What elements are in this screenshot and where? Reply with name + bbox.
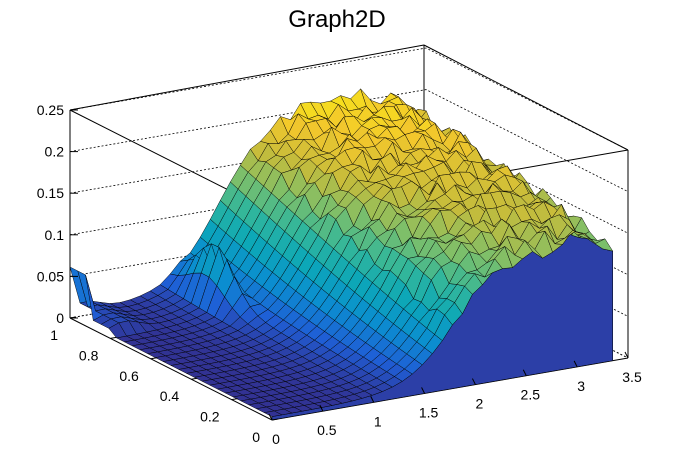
frame-edge (69, 317, 273, 421)
x-tick-label: 3.5 (622, 369, 642, 385)
y-tick-label: 0 (252, 429, 260, 445)
y-tick-mark (69, 316, 77, 319)
y-tick-label: 0.8 (79, 347, 99, 363)
z-tick-label: 0.05 (37, 268, 64, 284)
surface-mesh (69, 88, 614, 421)
x-tick-label: 1.5 (419, 404, 439, 420)
x-tick-mark (421, 387, 426, 394)
x-tick-label: 2.5 (521, 387, 541, 403)
x-axis-ticks: 0 0.5 1 1.5 2 2.5 3 3.5 (268, 351, 642, 447)
y-tick-label: 1 (50, 327, 58, 343)
x-tick-label: 1 (374, 413, 382, 429)
chart-title: Graph2D (288, 6, 385, 33)
y-tick-mark (150, 357, 157, 360)
x-tick-mark (471, 378, 476, 385)
y-axis-ticks: 0 0.2 0.4 0.6 0.8 1 (50, 316, 279, 445)
x-tick-mark (319, 404, 324, 412)
x-tick-mark (624, 351, 629, 359)
x-tick-mark (370, 396, 375, 403)
x-tick-label: 3 (577, 378, 585, 394)
y-tick-label: 0.6 (119, 368, 139, 384)
frame-edge (69, 44, 425, 111)
y-tick-mark (191, 377, 198, 380)
y-tick-mark (271, 418, 279, 421)
x-tick-label: 2 (476, 396, 484, 412)
surface-cell (594, 238, 614, 252)
z-tick-label: 0.25 (37, 102, 64, 118)
z-tick-label: 0.2 (45, 144, 65, 160)
z-grid-line (69, 47, 629, 151)
z-tick-label: 0.1 (45, 227, 65, 243)
z-grid-line (69, 89, 629, 192)
z-tick-label: 0 (56, 310, 64, 326)
y-tick-label: 0.4 (160, 388, 180, 404)
x-tick-label: 0.5 (317, 422, 337, 438)
x-tick-mark (522, 369, 527, 376)
y-tick-mark (110, 336, 117, 339)
y-tick-label: 0.2 (200, 409, 220, 425)
x-tick-label: 0 (272, 431, 280, 447)
z-axis-ticks: 0 0.05 0.1 0.15 0.2 0.25 (37, 102, 78, 326)
x-tick-mark (573, 360, 578, 368)
x-tick-mark (268, 413, 273, 421)
y-tick-mark (231, 398, 238, 401)
z-tick-label: 0.15 (37, 185, 64, 201)
